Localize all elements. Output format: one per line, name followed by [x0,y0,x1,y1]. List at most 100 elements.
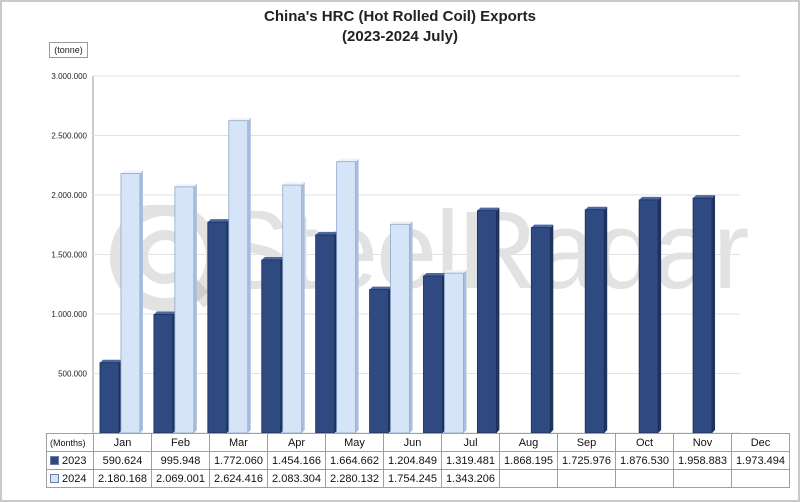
x-tick-label: Dec [731,433,790,452]
data-label: 1.958.883 [673,451,732,470]
x-tick-label: Jun [383,433,442,452]
data-label: 995.948 [151,451,210,470]
bar-side [658,196,662,433]
legend-label: 2023 [62,454,87,467]
table-header-row: (Months) Jan Feb Mar Apr May Jun Jul Aug… [46,433,790,452]
data-label [731,469,790,488]
data-label: 2.069.001 [151,469,210,488]
bar-face [476,210,497,434]
data-label: 1.725.976 [557,451,616,470]
data-table: (Months) Jan Feb Mar Apr May Jun Jul Aug… [46,433,790,488]
bar-face [390,223,410,434]
bar-face [207,221,228,434]
bar-2023-oct [584,206,608,434]
bar-top [261,256,284,260]
legend-swatch-2023 [50,456,59,466]
data-label: 1.772.060 [209,451,268,470]
data-label: 1.876.530 [615,451,674,470]
chart-title: China's HRC (Hot Rolled Coil) Exports [264,8,536,25]
data-label [557,469,616,488]
table-row-2024: 2024 2.180.168 2.069.001 2.624.416 2.083… [46,469,790,488]
data-label: 2.083.304 [267,469,326,488]
bar-2024-feb [174,183,197,434]
bar-top [390,221,413,225]
bar-2023-aug [476,207,500,434]
bar-2024-jul [444,270,467,434]
x-axis-label: (Months) [46,433,94,452]
bar-face [692,197,713,434]
bar-face [174,186,195,434]
legend-label: 2024 [62,472,87,485]
x-tick-label: Nov [673,433,732,452]
bar-face [336,161,357,434]
legend-entry-2024: 2024 [46,469,94,488]
bar-top [423,272,446,276]
x-tick-label: Jul [441,433,500,452]
bar-face [423,275,443,434]
x-tick-label: Mar [209,433,268,452]
bar-face [584,209,605,434]
data-label: 1.973.494 [731,451,790,470]
x-tick-label: May [325,433,384,452]
bar-2023-apr [261,256,284,434]
bar-top [531,224,554,228]
data-label [673,469,732,488]
bar-face [261,259,282,434]
bar-face [530,227,551,434]
y-tick-label: 1.000.000 [51,310,87,319]
y-tick-label: 500.000 [58,370,87,379]
bar-face [369,289,389,434]
table-row-2023: 2023 590.624 995.948 1.772.060 1.454.166… [46,451,790,470]
bar-2023-mar [207,219,230,434]
bar-2024-may [336,158,359,434]
x-tick-label: Aug [499,433,558,452]
data-label [615,469,674,488]
bar-side [301,182,305,433]
bar-side [463,270,467,433]
bar-side [550,224,554,433]
bar-top [99,359,122,363]
bar-top [207,219,230,223]
x-tick-label: Sep [557,433,616,452]
y-tick-label: 3.000.000 [51,72,87,81]
data-label: 1.754.245 [383,469,442,488]
bar-top [153,311,176,315]
x-tick-label: Jan [93,433,152,452]
bar-face [638,199,659,434]
bar-face [315,234,336,434]
bar-top [120,170,143,174]
bar-face [444,272,464,434]
data-label: 1.664.662 [325,451,384,470]
x-tick-label: Feb [151,433,210,452]
bar-2023-jan [99,359,122,434]
data-label: 2.624.416 [209,469,268,488]
bar-side [247,117,251,434]
bar-top [444,270,467,274]
bar-2024-jan [120,170,143,434]
legend-entry-2023: 2023 [46,451,94,470]
bar-top [369,286,392,290]
legend-swatch-2024 [50,474,59,484]
bar-2023-nov [638,196,662,434]
bar-top [228,117,251,121]
bar-face [282,184,303,434]
bar-2023-sep [530,224,554,434]
data-label: 1.868.195 [499,451,558,470]
data-label: 1.454.166 [267,451,326,470]
bar-face [99,362,120,434]
data-label: 1.343.206 [441,469,500,488]
bar-2024-mar [228,117,251,434]
bar-side [355,158,359,433]
y-tick-layer: -500.0001.000.0001.500.0002.000.0002.500… [51,72,87,438]
bar-top [174,183,197,187]
bar-top [639,196,662,200]
data-label: 1.319.481 [441,451,500,470]
unit-label: (tonne) [49,42,88,58]
bar-2024-apr [282,182,305,434]
bar-2024-jun [390,221,413,434]
bar-side [496,207,500,433]
bar-side [139,170,143,434]
x-tick-label: Apr [267,433,326,452]
bar-side [409,221,413,433]
